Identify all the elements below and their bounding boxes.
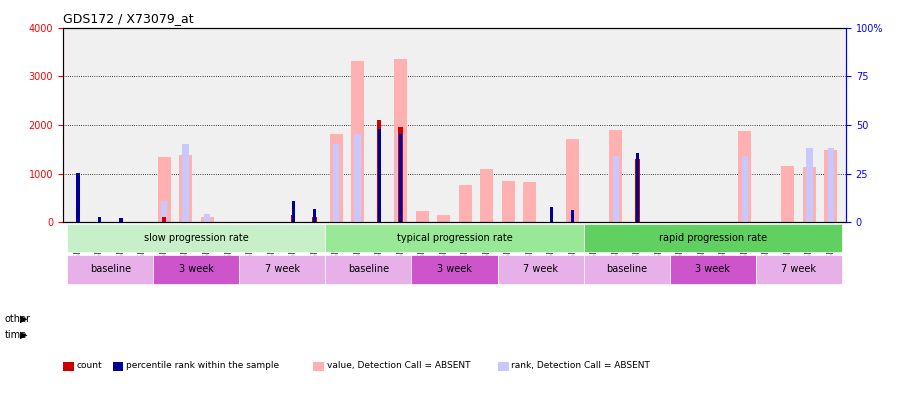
Bar	[481, 169, 493, 222]
FancyBboxPatch shape	[583, 255, 670, 284]
Bar	[459, 185, 472, 222]
Text: time: time	[4, 329, 27, 340]
Bar	[738, 131, 752, 222]
FancyBboxPatch shape	[153, 255, 239, 284]
Text: baseline: baseline	[90, 265, 130, 274]
FancyBboxPatch shape	[68, 224, 326, 252]
FancyBboxPatch shape	[411, 255, 498, 284]
Bar	[502, 181, 515, 222]
FancyBboxPatch shape	[326, 224, 583, 252]
Bar	[120, 219, 122, 222]
Bar	[609, 130, 622, 222]
Bar	[291, 215, 295, 222]
Bar	[201, 217, 213, 222]
Bar	[523, 182, 536, 222]
Bar	[76, 173, 80, 222]
Text: count: count	[76, 362, 102, 370]
Bar	[98, 217, 101, 222]
Bar	[824, 150, 837, 222]
Text: ▶: ▶	[20, 314, 27, 324]
Text: 3 week: 3 week	[695, 265, 730, 274]
Bar	[204, 213, 211, 222]
Bar	[179, 155, 192, 222]
Text: 3 week: 3 week	[437, 265, 472, 274]
FancyBboxPatch shape	[670, 255, 756, 284]
Bar	[828, 148, 834, 222]
Bar	[377, 120, 382, 222]
Bar	[183, 143, 189, 222]
Bar	[158, 157, 171, 222]
Text: percentile rank within the sample: percentile rank within the sample	[126, 362, 279, 370]
Text: baseline: baseline	[606, 265, 647, 274]
Bar	[355, 134, 361, 222]
FancyBboxPatch shape	[498, 255, 583, 284]
FancyBboxPatch shape	[756, 255, 842, 284]
Bar	[329, 134, 343, 222]
Bar	[635, 159, 640, 222]
Bar	[292, 202, 295, 222]
Bar	[437, 215, 450, 222]
FancyBboxPatch shape	[239, 255, 326, 284]
Text: other: other	[4, 314, 31, 324]
Bar	[781, 166, 795, 222]
Text: 7 week: 7 week	[523, 265, 558, 274]
Bar	[550, 207, 553, 222]
Text: slow progression rate: slow progression rate	[144, 233, 248, 243]
Text: 7 week: 7 week	[781, 265, 816, 274]
FancyBboxPatch shape	[326, 255, 411, 284]
Bar	[416, 211, 428, 222]
Text: rank, Detection Call = ABSENT: rank, Detection Call = ABSENT	[511, 362, 650, 370]
FancyBboxPatch shape	[68, 255, 153, 284]
Bar	[572, 210, 574, 222]
Bar	[803, 168, 816, 222]
Bar	[399, 128, 403, 222]
Bar	[161, 201, 167, 222]
Bar	[162, 217, 166, 222]
Bar	[742, 156, 748, 222]
Bar	[566, 139, 580, 222]
Bar	[351, 61, 364, 222]
Bar	[635, 153, 639, 222]
Text: 7 week: 7 week	[265, 265, 300, 274]
FancyBboxPatch shape	[583, 224, 842, 252]
Text: ▶: ▶	[20, 329, 27, 340]
Bar	[313, 209, 316, 222]
Text: typical progression rate: typical progression rate	[397, 233, 512, 243]
Bar	[378, 129, 381, 222]
Text: GDS172 / X73079_at: GDS172 / X73079_at	[63, 12, 194, 25]
Text: 3 week: 3 week	[179, 265, 214, 274]
Bar	[312, 217, 317, 222]
Bar	[333, 143, 339, 222]
Bar	[76, 183, 80, 222]
Bar	[399, 134, 402, 222]
Text: baseline: baseline	[348, 265, 389, 274]
Bar	[806, 148, 813, 222]
Bar	[394, 59, 407, 222]
Bar	[613, 156, 619, 222]
Text: rapid progression rate: rapid progression rate	[659, 233, 767, 243]
Text: value, Detection Call = ABSENT: value, Detection Call = ABSENT	[327, 362, 470, 370]
Bar	[398, 132, 404, 222]
